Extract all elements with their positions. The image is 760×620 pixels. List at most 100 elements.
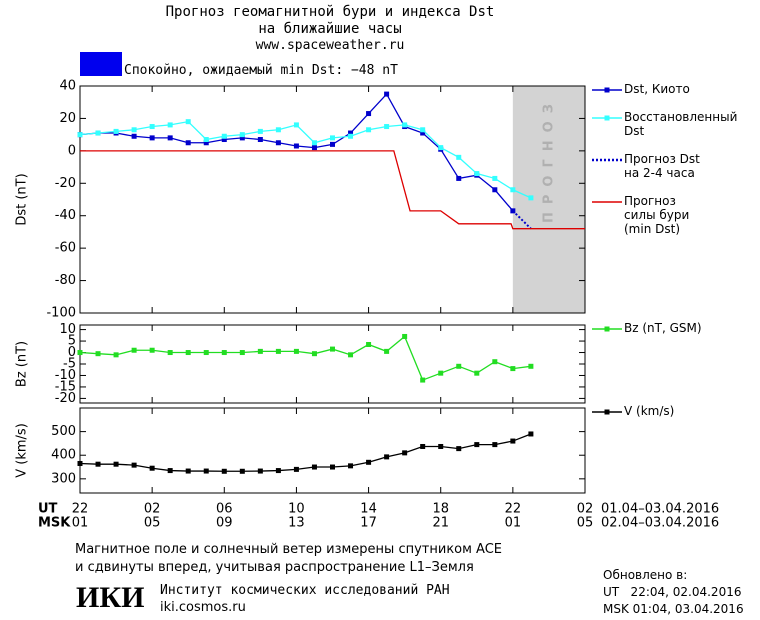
data-point [149,135,155,141]
data-point [185,350,191,356]
data-point [275,468,281,474]
data-point [456,154,462,160]
data-point [528,363,534,369]
data-point [77,350,83,356]
data-point [239,350,245,356]
legend-label: Восстановленный Dst [624,110,738,138]
date-range: 02.04–03.04.2016 [601,516,719,531]
footer-note: Магнитное поле и солнечный ветер измерен… [75,542,503,575]
data-point [366,342,372,347]
x-tick-label: 22 [72,502,89,517]
x-tick-label: 10 [288,502,305,517]
x-tick-label: 14 [360,502,377,517]
data-point [203,137,209,143]
y-tick-label: -20 [55,176,76,191]
data-point [131,462,137,468]
data-point [167,468,173,474]
plot-frame [79,407,586,494]
data-point [95,461,101,467]
y-tick-label: 0 [68,345,76,360]
data-point [257,468,263,474]
data-point [366,459,372,465]
data-point [456,175,462,181]
x-tick-label: 22 [505,502,522,517]
y-axis-label: V (km/s) [15,423,30,478]
data-point [492,359,498,365]
legend-label: Прогноз силы бури (min Dst) [624,194,690,236]
data-point [492,187,498,193]
data-point [239,132,245,138]
data-point [474,171,480,177]
data-point [95,351,101,357]
data-point [149,124,155,130]
data-point [438,145,444,151]
data-point [275,127,281,133]
legend-marker [604,326,610,332]
date-range: 01.04–03.04.2016 [601,502,719,517]
x-tick-label-msk: 09 [216,516,233,531]
x-tick-label: 02 [577,502,594,517]
y-tick-label: 10 [59,322,76,337]
data-point [167,122,173,128]
data-point [77,460,83,466]
series-line [512,210,532,230]
data-point [438,443,444,449]
x-tick-label: 06 [216,502,233,517]
data-point [221,133,227,139]
data-point [167,135,173,141]
data-point [311,464,317,470]
data-point [348,133,354,139]
y-tick-label: 20 [59,111,76,126]
data-point [420,443,426,449]
data-point [131,133,137,139]
data-point [185,119,191,125]
y-tick-label: 0 [68,143,76,158]
data-point [402,333,408,339]
data-point [348,130,354,136]
data-point [293,466,299,472]
legend-label: Прогноз Dst на 2-4 часа [624,152,700,180]
data-point [510,438,516,444]
data-point [311,140,317,146]
data-point [510,187,516,193]
x-tick-label-msk: 05 [144,516,161,531]
data-point [420,130,426,136]
y-axis-label: Dst (nT) [15,173,30,225]
data-point [203,468,209,474]
plot-frame [79,85,586,314]
data-point [474,370,480,376]
data-point [293,348,299,354]
data-point [131,347,137,353]
x-tick-label-msk: 05 [577,516,594,531]
data-point [113,352,119,358]
y-tick-label: -5 [63,357,76,372]
x-axis-label: MSK [38,516,71,531]
updated-label: Обновлено в: [603,568,688,582]
series-line [79,335,531,381]
y-tick-label: -20 [55,391,76,406]
data-point [492,175,498,181]
data-point [149,465,155,471]
data-point [384,91,390,97]
data-point [384,454,390,460]
y-tick-label: -40 [55,208,76,223]
x-tick-label-msk: 21 [432,516,449,531]
data-point [239,468,245,474]
data-point [510,366,516,372]
x-tick-label: 18 [432,502,449,517]
data-point [348,463,354,469]
data-point [167,350,173,356]
data-point [221,137,227,143]
y-tick-label: 400 [51,448,76,463]
data-point [203,350,209,356]
logo: ИКИ [76,581,145,614]
data-point [330,141,335,147]
data-point [131,127,137,133]
x-tick-label-msk: 13 [288,516,305,531]
data-point [348,352,354,358]
y-tick-label: -100 [46,306,76,321]
status-swatch [80,52,122,76]
legend-marker [604,87,610,93]
